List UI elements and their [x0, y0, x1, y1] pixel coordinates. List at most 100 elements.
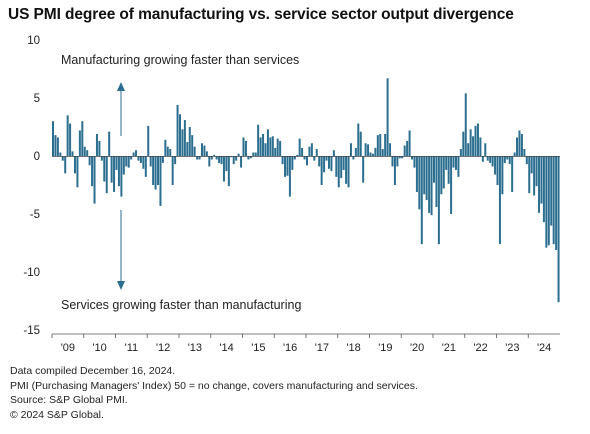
bar [489, 156, 492, 163]
bar [511, 156, 514, 192]
bar [457, 156, 460, 177]
bar [513, 152, 516, 156]
bar [425, 156, 428, 201]
bar [547, 156, 550, 246]
bar [218, 156, 221, 163]
bar [320, 156, 323, 185]
bar [440, 156, 443, 195]
bar [423, 156, 426, 195]
bar [501, 156, 504, 195]
chart-title: US PMI degree of manufacturing vs. servi… [8, 6, 514, 23]
bar [161, 156, 164, 163]
bar [166, 146, 169, 156]
x-tick-label: '12 [156, 342, 170, 354]
bar [225, 156, 228, 172]
bar [117, 156, 120, 187]
bar [496, 156, 499, 185]
bar [520, 133, 523, 156]
bar [254, 152, 257, 156]
bar [293, 156, 296, 160]
x-tick-label: '19 [378, 342, 392, 354]
bar [215, 156, 218, 160]
bar [64, 156, 67, 174]
bar [349, 143, 352, 156]
bar [433, 156, 435, 183]
bar [69, 123, 72, 156]
bar [364, 143, 367, 156]
bar [442, 156, 445, 189]
x-tick-label: '20 [410, 342, 424, 354]
note-copyright: © 2024 S&P Global. [10, 408, 104, 421]
bar [144, 156, 147, 177]
annotation-upper: Manufacturing growing faster than servic… [61, 53, 300, 67]
bar [362, 156, 365, 183]
bar [359, 131, 362, 156]
bar [61, 156, 64, 161]
bar [188, 127, 191, 156]
bar [508, 156, 511, 165]
bar [506, 156, 509, 160]
bar [491, 156, 494, 167]
bar [91, 156, 94, 187]
bar [315, 149, 318, 156]
x-tick-label: '16 [283, 342, 297, 354]
bar [71, 151, 74, 156]
bar [276, 138, 279, 156]
bar [220, 156, 223, 165]
bar [105, 156, 108, 194]
bar [66, 115, 69, 156]
bar [208, 156, 211, 167]
x-tick-label: '17 [315, 342, 329, 354]
bar [415, 156, 418, 192]
bar [298, 138, 301, 156]
bar [396, 156, 399, 167]
bar [240, 156, 243, 168]
bar [100, 156, 103, 161]
bar [235, 156, 238, 161]
bar [374, 147, 377, 156]
bar [413, 156, 416, 168]
bar [384, 133, 387, 156]
bar [181, 129, 184, 156]
bar [73, 156, 76, 174]
bar [132, 152, 135, 156]
bar [472, 136, 475, 156]
bar [379, 133, 382, 156]
bar [464, 93, 467, 156]
bar [479, 137, 482, 156]
bar [381, 149, 384, 156]
bar [154, 156, 157, 190]
bar [271, 136, 274, 156]
bar [430, 156, 433, 216]
y-tick-label: -15 [23, 325, 40, 337]
bar [418, 156, 421, 210]
bar [325, 156, 328, 161]
bar [481, 156, 484, 162]
x-tick-label: '09 [61, 342, 75, 354]
bar [310, 143, 313, 156]
bar [530, 156, 533, 174]
up-arrow-icon [117, 82, 125, 136]
x-tick-label: '13 [188, 342, 202, 354]
bar [281, 156, 284, 165]
bar [242, 137, 245, 156]
bar [198, 156, 201, 160]
bar [523, 149, 526, 156]
bar [535, 156, 538, 187]
bar [371, 153, 374, 156]
x-tick-label: '24 [537, 342, 551, 354]
bar [76, 156, 79, 188]
bar [345, 156, 348, 184]
bar [147, 125, 150, 156]
bar [452, 156, 455, 168]
bar [445, 156, 448, 170]
bar [274, 147, 277, 156]
bar [450, 156, 453, 214]
bar [157, 156, 160, 185]
footnotes: Data compiled December 16, 2024. PMI (Pu… [10, 364, 418, 422]
bar [103, 156, 106, 182]
bar [98, 140, 101, 156]
y-tick-label: -5 [30, 209, 40, 221]
bar [56, 137, 59, 156]
bar [142, 156, 145, 169]
